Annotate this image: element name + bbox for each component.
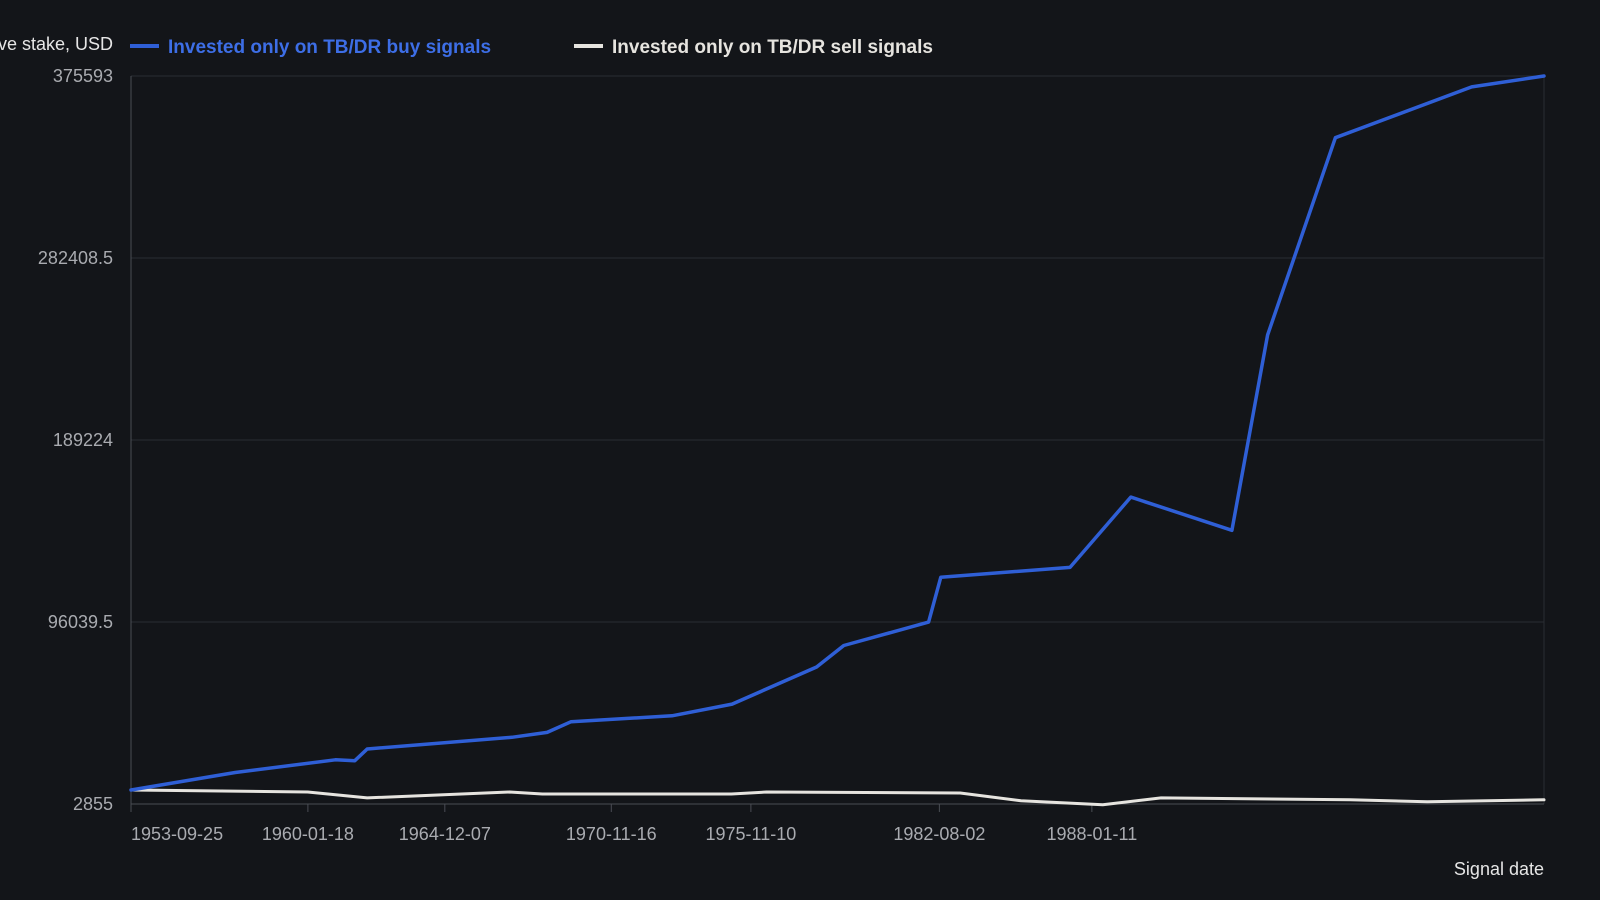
tick-labels: 2855 96039.5 189224 282408.5 375593 1953-09-2… bbox=[38, 66, 1137, 844]
legend-item-sell[interactable]: Invested only on TB/DR sell signals bbox=[574, 37, 933, 58]
x-axis-title: Signal date bbox=[1454, 859, 1544, 879]
series-lines bbox=[129, 74, 1546, 807]
y-tick-label: 375593 bbox=[53, 66, 113, 86]
legend-label-buy: Invested only on TB/DR buy signals bbox=[168, 37, 491, 58]
legend: Relative stake, USD Invested only on TB/… bbox=[0, 34, 933, 58]
y-tick-label: 282408.5 bbox=[38, 248, 113, 268]
x-tick-label: 1960-01-18 bbox=[262, 824, 354, 844]
x-tick-label: 1953-09-25 bbox=[131, 824, 223, 844]
y-axis-title: Relative stake, USD bbox=[0, 34, 113, 54]
series-line-sell[interactable] bbox=[129, 788, 1546, 807]
x-tick-label: 1982-08-02 bbox=[893, 824, 985, 844]
legend-label-sell: Invested only on TB/DR sell signals bbox=[612, 37, 933, 58]
x-tick-label: 1970-11-16 bbox=[566, 824, 657, 844]
x-tick-label: 1964-12-07 bbox=[399, 824, 491, 844]
axes bbox=[130, 76, 1544, 812]
series-line-buy[interactable] bbox=[129, 74, 1546, 792]
legend-item-buy[interactable]: Invested only on TB/DR buy signals bbox=[130, 37, 491, 58]
x-tick-label: 1988-01-11 bbox=[1046, 824, 1137, 844]
y-tick-label: 2855 bbox=[73, 794, 113, 814]
y-tick-label: 189224 bbox=[53, 430, 113, 450]
grid bbox=[131, 75, 1545, 804]
x-tick-label: 1975-11-10 bbox=[706, 824, 797, 844]
y-tick-label: 96039.5 bbox=[48, 612, 113, 632]
